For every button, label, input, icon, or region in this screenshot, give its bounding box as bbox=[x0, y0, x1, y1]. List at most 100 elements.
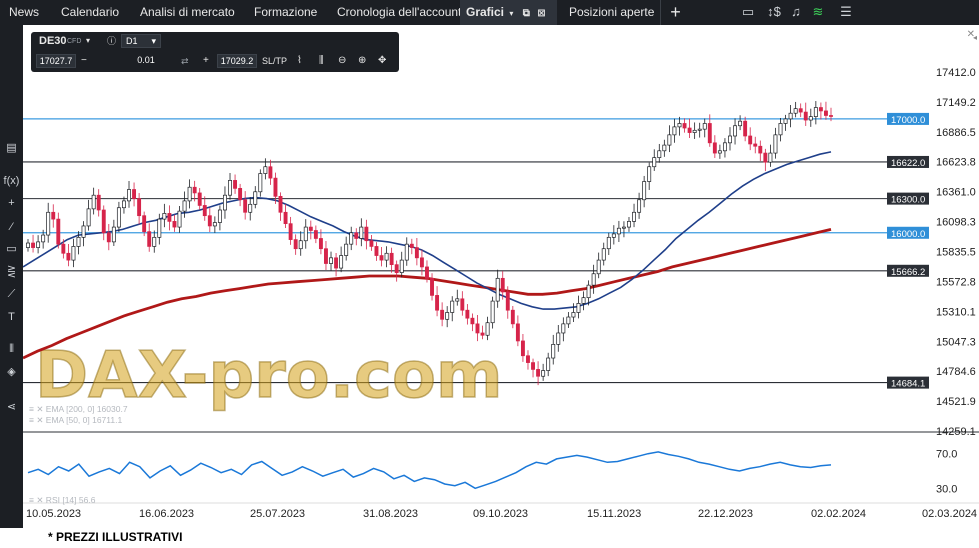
indicator-settings-icon[interactable]: ⫼ bbox=[319, 55, 324, 66]
line-chart-icon[interactable]: ⌇ bbox=[297, 55, 302, 66]
tab-posizioni-aperte[interactable]: Posizioni aperte bbox=[569, 5, 655, 19]
ask-price-button[interactable]: 17029.2 bbox=[217, 54, 257, 68]
candle-body bbox=[450, 300, 455, 313]
candle-body bbox=[197, 192, 202, 206]
chevron-down-icon[interactable]: ▾ bbox=[509, 9, 514, 18]
price-chart[interactable]: 17000.0 16622.0 16300.0 16000.0 15666.2 14684… bbox=[23, 25, 979, 528]
candle-body bbox=[137, 198, 142, 217]
tab-calendario[interactable]: Calendario bbox=[61, 5, 120, 19]
pattern-tool-icon[interactable]: ⟋ bbox=[7, 288, 16, 300]
add-tab-icon[interactable]: + bbox=[660, 0, 690, 25]
candle-body bbox=[187, 186, 192, 202]
indicators-icon[interactable]: f(x) bbox=[3, 175, 20, 187]
instrument-panel: DE30 CFD ▾ ⓘ D1 ▾ 17027.7 − 0.01 ⇄ + 170… bbox=[31, 32, 399, 72]
instrument-type: CFD bbox=[67, 38, 82, 45]
symbol-label[interactable]: DE30 bbox=[39, 35, 67, 47]
minus-icon[interactable]: − bbox=[81, 55, 87, 66]
timeframe-select[interactable]: D1 ▾ bbox=[121, 34, 161, 48]
candle-body bbox=[384, 252, 389, 261]
candle-body bbox=[369, 240, 374, 247]
candle-body bbox=[91, 194, 96, 210]
candle-body bbox=[526, 355, 530, 363]
candle-body bbox=[500, 277, 505, 293]
candle-body bbox=[273, 177, 278, 197]
quantity-input[interactable]: 0.01 bbox=[91, 54, 201, 68]
drawing-toolbar: ▤ f(x) + ⁄ ▭ ⋛ ⟋ T ⫴ ◈ ⋖ bbox=[0, 25, 23, 528]
candle-body bbox=[536, 369, 541, 377]
candle-body bbox=[748, 135, 753, 145]
level-tag bbox=[887, 264, 929, 277]
close-icon[interactable]: ⊠ bbox=[537, 8, 546, 19]
crosshair-icon[interactable]: + bbox=[8, 197, 15, 209]
candle-body bbox=[162, 213, 167, 220]
candle-body bbox=[788, 112, 793, 120]
plus-icon[interactable]: + bbox=[203, 55, 209, 66]
collapse-icon[interactable]: ◂ bbox=[972, 33, 977, 42]
tab-news[interactable]: News bbox=[9, 5, 40, 19]
candle-body bbox=[677, 123, 682, 128]
candle-body bbox=[738, 120, 743, 127]
level-tag-label: 16622.0 bbox=[891, 158, 925, 169]
candle-body bbox=[662, 144, 667, 152]
level-tag bbox=[887, 155, 929, 168]
candle-body bbox=[288, 223, 293, 240]
candle-body bbox=[627, 221, 631, 228]
rsi-legend: ≡ ✕ RSI [14] 56.6 bbox=[29, 495, 96, 505]
tab-cronologia-account[interactable]: Cronologia dell'account bbox=[337, 5, 462, 19]
candle-body bbox=[455, 298, 460, 302]
swap-icon[interactable]: ⇄ bbox=[181, 56, 189, 66]
tab-grafici[interactable]: Grafici ▾ ⧉ ⊠ bbox=[460, 0, 557, 25]
magnet-icon[interactable]: ⫴ bbox=[9, 343, 14, 355]
level-tag bbox=[887, 192, 929, 205]
popout-icon[interactable]: ⧉ bbox=[522, 8, 530, 19]
line-tool-icon[interactable]: ⁄ bbox=[10, 221, 13, 233]
layout-icon[interactable]: ▭ bbox=[741, 4, 755, 19]
level-tag-label: 17000.0 bbox=[891, 115, 925, 126]
candle-body bbox=[460, 298, 465, 311]
text-tool-icon[interactable]: T bbox=[8, 311, 15, 323]
layers-icon[interactable]: ◈ bbox=[7, 366, 16, 378]
symbol-chevron-icon[interactable]: ▾ bbox=[86, 36, 91, 45]
y-axis-tick-label: 15047.3 bbox=[936, 336, 976, 348]
share-icon[interactable]: ⋖ bbox=[6, 401, 17, 413]
candle-body bbox=[364, 226, 369, 242]
candle-body bbox=[228, 180, 232, 196]
candle-body bbox=[743, 120, 748, 137]
fibonacci-icon[interactable]: ⋛ bbox=[6, 266, 17, 278]
candle-body bbox=[642, 181, 647, 201]
candle-body bbox=[76, 236, 81, 247]
candle-body bbox=[829, 115, 833, 117]
menu-icon[interactable]: ☰ bbox=[840, 4, 852, 19]
candle-body bbox=[470, 317, 475, 325]
sltp-button[interactable]: SL/TP bbox=[262, 56, 288, 66]
tab-formazione[interactable]: Formazione bbox=[254, 5, 318, 19]
candle-body bbox=[278, 195, 283, 213]
candle-body bbox=[212, 222, 217, 227]
candle-body bbox=[722, 142, 727, 152]
move-icon[interactable]: ✥ bbox=[378, 55, 387, 66]
info-icon[interactable]: ⓘ bbox=[107, 36, 117, 46]
candle-body bbox=[243, 199, 248, 213]
top-navigation-bar: News Calendario Analisi di mercato Forma… bbox=[0, 0, 979, 25]
candle-body bbox=[687, 127, 692, 133]
x-axis-tick-label: 16.06.2023 bbox=[139, 508, 194, 520]
price-alert-icon[interactable]: ↕$ bbox=[767, 4, 781, 19]
bid-price-button[interactable]: 17027.7 bbox=[36, 54, 76, 68]
rsi-level-label: 30.0 bbox=[936, 483, 957, 495]
zoom-in-icon[interactable]: ⊕ bbox=[358, 55, 367, 66]
candle-body bbox=[399, 259, 404, 273]
candle-body bbox=[248, 203, 253, 213]
candle-body bbox=[349, 232, 354, 245]
candle-body bbox=[31, 242, 36, 248]
tab-analisi-di-mercato[interactable]: Analisi di mercato bbox=[140, 5, 235, 19]
level-tag bbox=[887, 376, 929, 389]
candle-body bbox=[177, 210, 182, 228]
zoom-out-icon[interactable]: ⊖ bbox=[338, 55, 347, 66]
bell-icon[interactable]: ♫ bbox=[791, 4, 801, 19]
y-axis-tick-label: 17149.2 bbox=[936, 97, 976, 109]
tab-grafici-label: Grafici bbox=[466, 5, 505, 19]
candle-body bbox=[546, 357, 551, 371]
rectangle-tool-icon[interactable]: ▭ bbox=[6, 243, 17, 255]
chart-type-icon[interactable]: ▤ bbox=[6, 142, 17, 154]
panel-close-icon[interactable]: ✕ bbox=[966, 29, 975, 40]
